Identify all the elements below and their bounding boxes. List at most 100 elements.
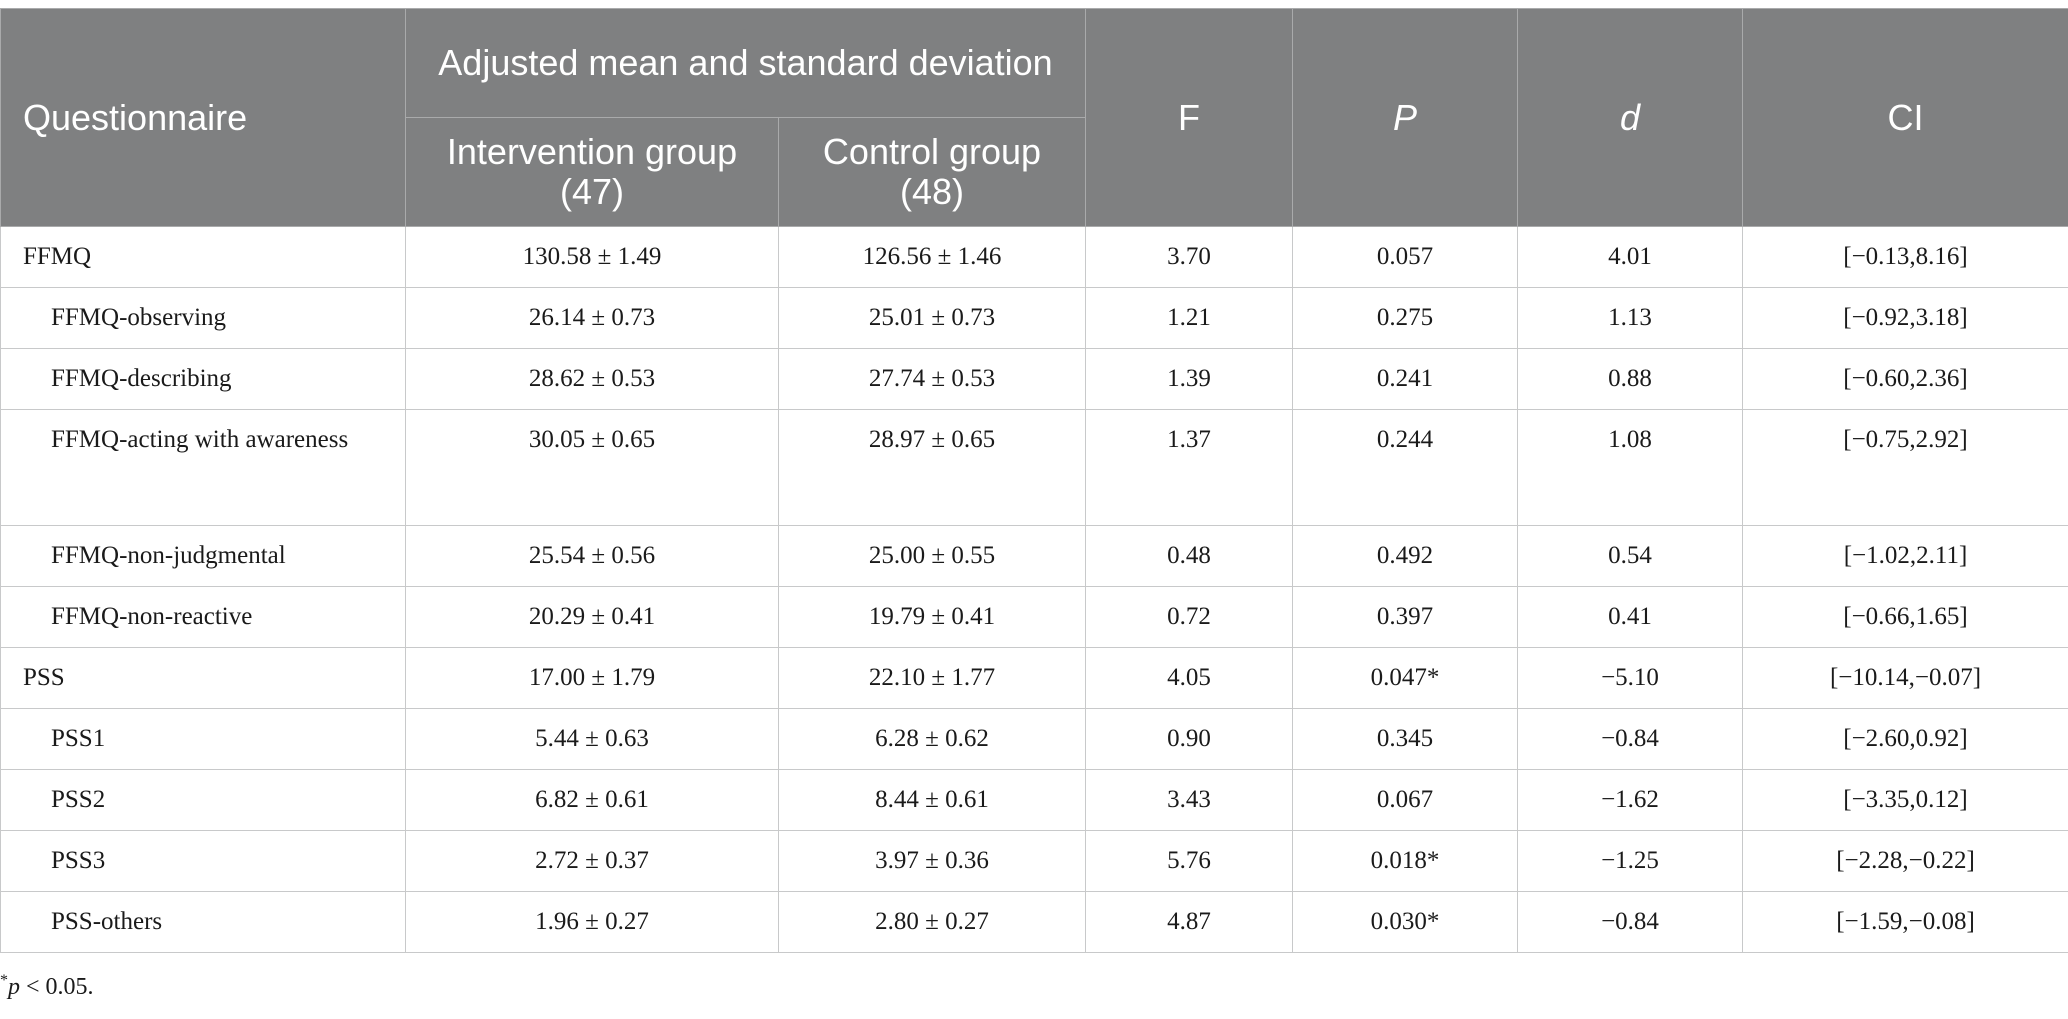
header-p: P <box>1292 8 1518 227</box>
cell-p: 0.397 <box>1292 586 1518 648</box>
table-header: Questionnaire Adjusted mean and standard… <box>0 8 2068 227</box>
cell-f: 1.37 <box>1085 409 1293 526</box>
cell-p: 0.241 <box>1292 348 1518 410</box>
cell-ci: [−3.35,0.12] <box>1742 769 2068 831</box>
cell-f: 4.05 <box>1085 647 1293 709</box>
table-row: PSS1 5.44 ± 0.63 6.28 ± 0.62 0.90 0.345 … <box>0 708 2068 770</box>
row-label: FFMQ-acting with awareness <box>0 409 406 526</box>
table-row: PSS3 2.72 ± 0.37 3.97 ± 0.36 5.76 0.018*… <box>0 830 2068 892</box>
header-ci: CI <box>1742 8 2068 227</box>
cell-control: 126.56 ± 1.46 <box>778 226 1086 288</box>
table-row: PSS-others 1.96 ± 0.27 2.80 ± 0.27 4.87 … <box>0 891 2068 953</box>
cell-ci: [−2.28,−0.22] <box>1742 830 2068 892</box>
cell-p: 0.275 <box>1292 287 1518 349</box>
row-label: PSS3 <box>0 830 406 892</box>
cell-f: 0.90 <box>1085 708 1293 770</box>
cell-control: 27.74 ± 0.53 <box>778 348 1086 410</box>
row-label: FFMQ <box>0 226 406 288</box>
cell-d: −1.25 <box>1517 830 1743 892</box>
table-row: FFMQ-acting with awareness 30.05 ± 0.65 … <box>0 409 2068 526</box>
results-table-container: Questionnaire Adjusted mean and standard… <box>0 8 2068 953</box>
table-row: FFMQ 130.58 ± 1.49 126.56 ± 1.46 3.70 0.… <box>0 226 2068 288</box>
cell-p: 0.018* <box>1292 830 1518 892</box>
cell-f: 1.39 <box>1085 348 1293 410</box>
cell-f: 3.70 <box>1085 226 1293 288</box>
cell-d: 1.08 <box>1517 409 1743 526</box>
table-row: PSS2 6.82 ± 0.61 8.44 ± 0.61 3.43 0.067 … <box>0 769 2068 831</box>
cell-intervention: 28.62 ± 0.53 <box>405 348 779 410</box>
cell-ci: [−10.14,−0.07] <box>1742 647 2068 709</box>
cell-f: 1.21 <box>1085 287 1293 349</box>
header-d: d <box>1517 8 1743 227</box>
cell-d: −0.84 <box>1517 708 1743 770</box>
cell-p: 0.057 <box>1292 226 1518 288</box>
table-row: PSS 17.00 ± 1.79 22.10 ± 1.77 4.05 0.047… <box>0 647 2068 709</box>
row-label: FFMQ-describing <box>0 348 406 410</box>
cell-d: 4.01 <box>1517 226 1743 288</box>
cell-f: 4.87 <box>1085 891 1293 953</box>
cell-ci: [−1.59,−0.08] <box>1742 891 2068 953</box>
cell-ci: [−2.60,0.92] <box>1742 708 2068 770</box>
cell-d: −0.84 <box>1517 891 1743 953</box>
cell-intervention: 130.58 ± 1.49 <box>405 226 779 288</box>
cell-intervention: 25.54 ± 0.56 <box>405 525 779 587</box>
table-row: FFMQ-non-judgmental 25.54 ± 0.56 25.00 ±… <box>0 525 2068 587</box>
header-f: F <box>1085 8 1293 227</box>
table-row: FFMQ-observing 26.14 ± 0.73 25.01 ± 0.73… <box>0 287 2068 349</box>
cell-d: 1.13 <box>1517 287 1743 349</box>
cell-p: 0.345 <box>1292 708 1518 770</box>
cell-ci: [−0.66,1.65] <box>1742 586 2068 648</box>
row-label: FFMQ-observing <box>0 287 406 349</box>
cell-f: 0.48 <box>1085 525 1293 587</box>
cell-control: 2.80 ± 0.27 <box>778 891 1086 953</box>
cell-control: 22.10 ± 1.77 <box>778 647 1086 709</box>
footnote-marker: * <box>0 972 8 989</box>
cell-d: −1.62 <box>1517 769 1743 831</box>
table-row: FFMQ-non-reactive 20.29 ± 0.41 19.79 ± 0… <box>0 586 2068 648</box>
header-adjusted-mean-sd: Adjusted mean and standard deviation <box>405 8 1086 118</box>
cell-p: 0.047* <box>1292 647 1518 709</box>
cell-control: 25.00 ± 0.55 <box>778 525 1086 587</box>
cell-control: 6.28 ± 0.62 <box>778 708 1086 770</box>
row-label: PSS <box>0 647 406 709</box>
cell-intervention: 6.82 ± 0.61 <box>405 769 779 831</box>
cell-control: 25.01 ± 0.73 <box>778 287 1086 349</box>
header-intervention-group: Intervention group (47) <box>405 117 779 227</box>
cell-intervention: 5.44 ± 0.63 <box>405 708 779 770</box>
row-label: FFMQ-non-reactive <box>0 586 406 648</box>
row-label: PSS-others <box>0 891 406 953</box>
cell-intervention: 17.00 ± 1.79 <box>405 647 779 709</box>
table-footnote: *p < 0.05. <box>0 972 94 1001</box>
cell-f: 5.76 <box>1085 830 1293 892</box>
cell-d: −5.10 <box>1517 647 1743 709</box>
cell-d: 0.54 <box>1517 525 1743 587</box>
cell-intervention: 26.14 ± 0.73 <box>405 287 779 349</box>
cell-ci: [−0.60,2.36] <box>1742 348 2068 410</box>
cell-p: 0.492 <box>1292 525 1518 587</box>
cell-f: 0.72 <box>1085 586 1293 648</box>
cell-control: 3.97 ± 0.36 <box>778 830 1086 892</box>
cell-ci: [−0.75,2.92] <box>1742 409 2068 526</box>
results-table: Questionnaire Adjusted mean and standard… <box>0 8 2068 953</box>
cell-intervention: 1.96 ± 0.27 <box>405 891 779 953</box>
header-questionnaire: Questionnaire <box>0 8 406 227</box>
cell-intervention: 20.29 ± 0.41 <box>405 586 779 648</box>
cell-ci: [−0.13,8.16] <box>1742 226 2068 288</box>
cell-f: 3.43 <box>1085 769 1293 831</box>
row-label: PSS1 <box>0 708 406 770</box>
cell-control: 8.44 ± 0.61 <box>778 769 1086 831</box>
cell-control: 19.79 ± 0.41 <box>778 586 1086 648</box>
row-label: PSS2 <box>0 769 406 831</box>
cell-ci: [−0.92,3.18] <box>1742 287 2068 349</box>
table-body: FFMQ 130.58 ± 1.49 126.56 ± 1.46 3.70 0.… <box>0 226 2068 953</box>
header-control-group: Control group (48) <box>778 117 1086 227</box>
cell-p: 0.067 <box>1292 769 1518 831</box>
row-label: FFMQ-non-judgmental <box>0 525 406 587</box>
cell-intervention: 30.05 ± 0.65 <box>405 409 779 526</box>
cell-d: 0.88 <box>1517 348 1743 410</box>
cell-ci: [−1.02,2.11] <box>1742 525 2068 587</box>
table-row: FFMQ-describing 28.62 ± 0.53 27.74 ± 0.5… <box>0 348 2068 410</box>
footnote-text: < 0.05. <box>20 974 94 1000</box>
cell-control: 28.97 ± 0.65 <box>778 409 1086 526</box>
cell-p: 0.244 <box>1292 409 1518 526</box>
